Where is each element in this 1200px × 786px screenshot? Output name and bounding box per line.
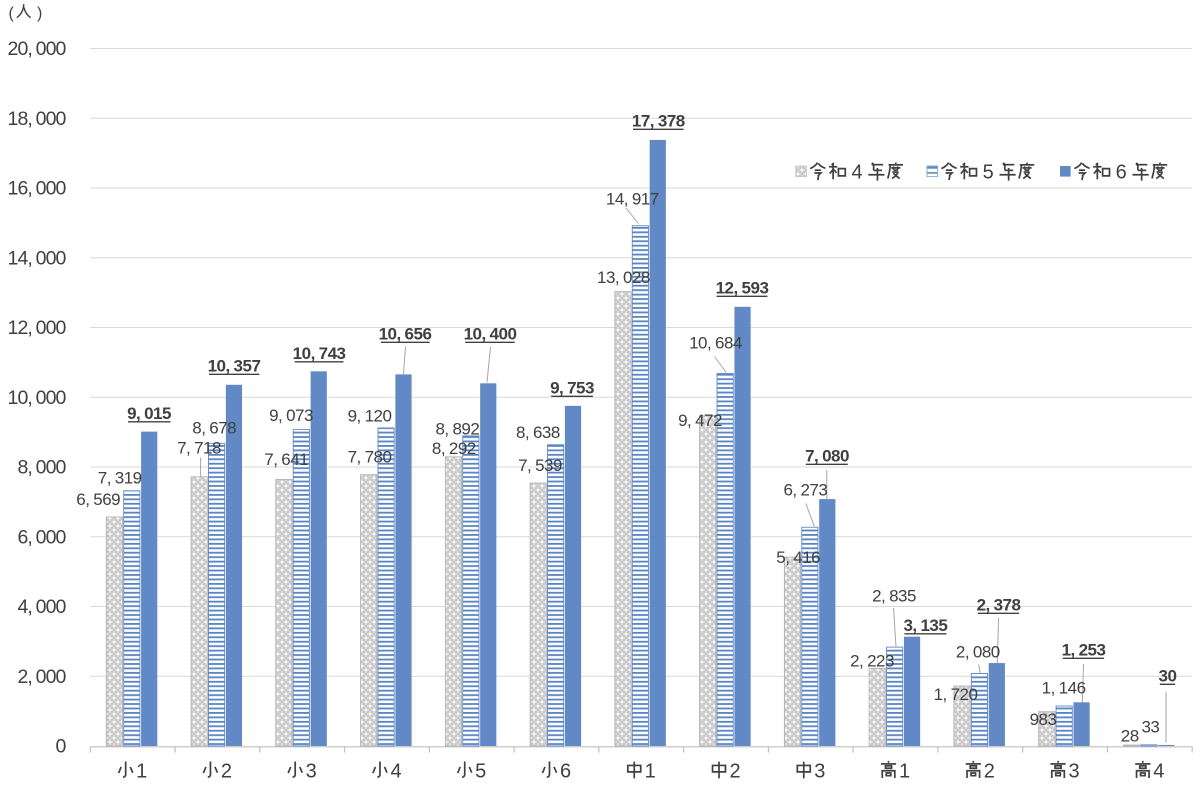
svg-text:2: 2 [984, 761, 995, 783]
svg-text:2: 2 [221, 761, 232, 783]
svg-text:13, 028: 13, 028 [597, 268, 650, 287]
svg-text:1: 1 [136, 761, 147, 783]
svg-text:7, 641: 7, 641 [264, 450, 308, 469]
svg-text:10, 000: 10, 000 [8, 387, 67, 409]
svg-text:12, 593: 12, 593 [716, 279, 769, 298]
svg-text:6: 6 [560, 761, 571, 783]
svg-text:10, 743: 10, 743 [293, 344, 346, 363]
svg-text:18, 000: 18, 000 [8, 108, 67, 130]
svg-text:0: 0 [56, 736, 67, 758]
svg-text:14, 917: 14, 917 [606, 190, 659, 209]
svg-text:9, 120: 9, 120 [348, 407, 392, 426]
svg-text:2: 2 [729, 761, 740, 783]
svg-text:5: 5 [983, 161, 994, 183]
svg-text:7, 539: 7, 539 [518, 456, 562, 475]
svg-text:6, 273: 6, 273 [783, 481, 827, 500]
svg-text:7, 080: 7, 080 [805, 447, 849, 466]
svg-text:1, 720: 1, 720 [934, 685, 978, 704]
svg-text:1, 146: 1, 146 [1042, 679, 1086, 698]
svg-text:9, 753: 9, 753 [550, 379, 594, 398]
svg-text:8, 638: 8, 638 [516, 423, 560, 442]
svg-text:2, 378: 2, 378 [977, 596, 1021, 615]
svg-text:4, 000: 4, 000 [17, 596, 66, 618]
svg-text:9, 472: 9, 472 [678, 411, 722, 430]
svg-text:33: 33 [1141, 718, 1159, 737]
svg-text:10, 656: 10, 656 [379, 325, 432, 344]
svg-text:30: 30 [1159, 667, 1177, 686]
svg-text:5, 416: 5, 416 [776, 548, 820, 567]
svg-text:4: 4 [851, 161, 862, 183]
svg-text:1: 1 [899, 761, 910, 783]
svg-text:983: 983 [1030, 710, 1057, 729]
svg-text:1: 1 [645, 761, 656, 783]
svg-text:17, 378: 17, 378 [632, 112, 685, 131]
svg-text:8, 292: 8, 292 [432, 439, 476, 458]
svg-text:2, 000: 2, 000 [17, 666, 66, 688]
svg-text:12, 000: 12, 000 [8, 317, 67, 339]
svg-text:6: 6 [1116, 161, 1127, 183]
svg-text:7, 319: 7, 319 [98, 469, 142, 488]
svg-text:1, 253: 1, 253 [1062, 641, 1106, 660]
svg-text:7, 718: 7, 718 [177, 439, 221, 458]
svg-text:2, 835: 2, 835 [872, 587, 916, 606]
svg-text:2, 080: 2, 080 [956, 643, 1000, 662]
svg-text:4: 4 [1153, 761, 1164, 783]
svg-text:3: 3 [306, 761, 317, 783]
svg-text:9, 015: 9, 015 [127, 404, 171, 423]
svg-text:2, 223: 2, 223 [850, 652, 894, 671]
svg-text:16, 000: 16, 000 [8, 178, 67, 200]
svg-text:): ) [37, 5, 42, 22]
svg-text:4: 4 [390, 761, 401, 783]
svg-text:10, 684: 10, 684 [689, 334, 742, 353]
svg-text:3: 3 [1069, 761, 1080, 783]
svg-text:20, 000: 20, 000 [8, 38, 67, 60]
svg-text:3, 135: 3, 135 [903, 616, 947, 635]
svg-text:5: 5 [475, 761, 486, 783]
svg-text:14, 000: 14, 000 [8, 247, 67, 269]
svg-text:28: 28 [1121, 727, 1139, 746]
svg-text:6, 000: 6, 000 [17, 526, 66, 548]
svg-text:10, 400: 10, 400 [464, 325, 517, 344]
svg-text:10, 357: 10, 357 [208, 357, 261, 376]
svg-text:3: 3 [814, 761, 825, 783]
svg-text:9, 073: 9, 073 [269, 406, 313, 425]
svg-text:7, 780: 7, 780 [348, 448, 392, 467]
svg-text:6, 569: 6, 569 [76, 490, 120, 509]
svg-text:(: ( [9, 5, 15, 22]
svg-text:8, 892: 8, 892 [435, 420, 479, 439]
svg-text:8, 678: 8, 678 [192, 419, 236, 438]
svg-text:8, 000: 8, 000 [17, 457, 66, 479]
